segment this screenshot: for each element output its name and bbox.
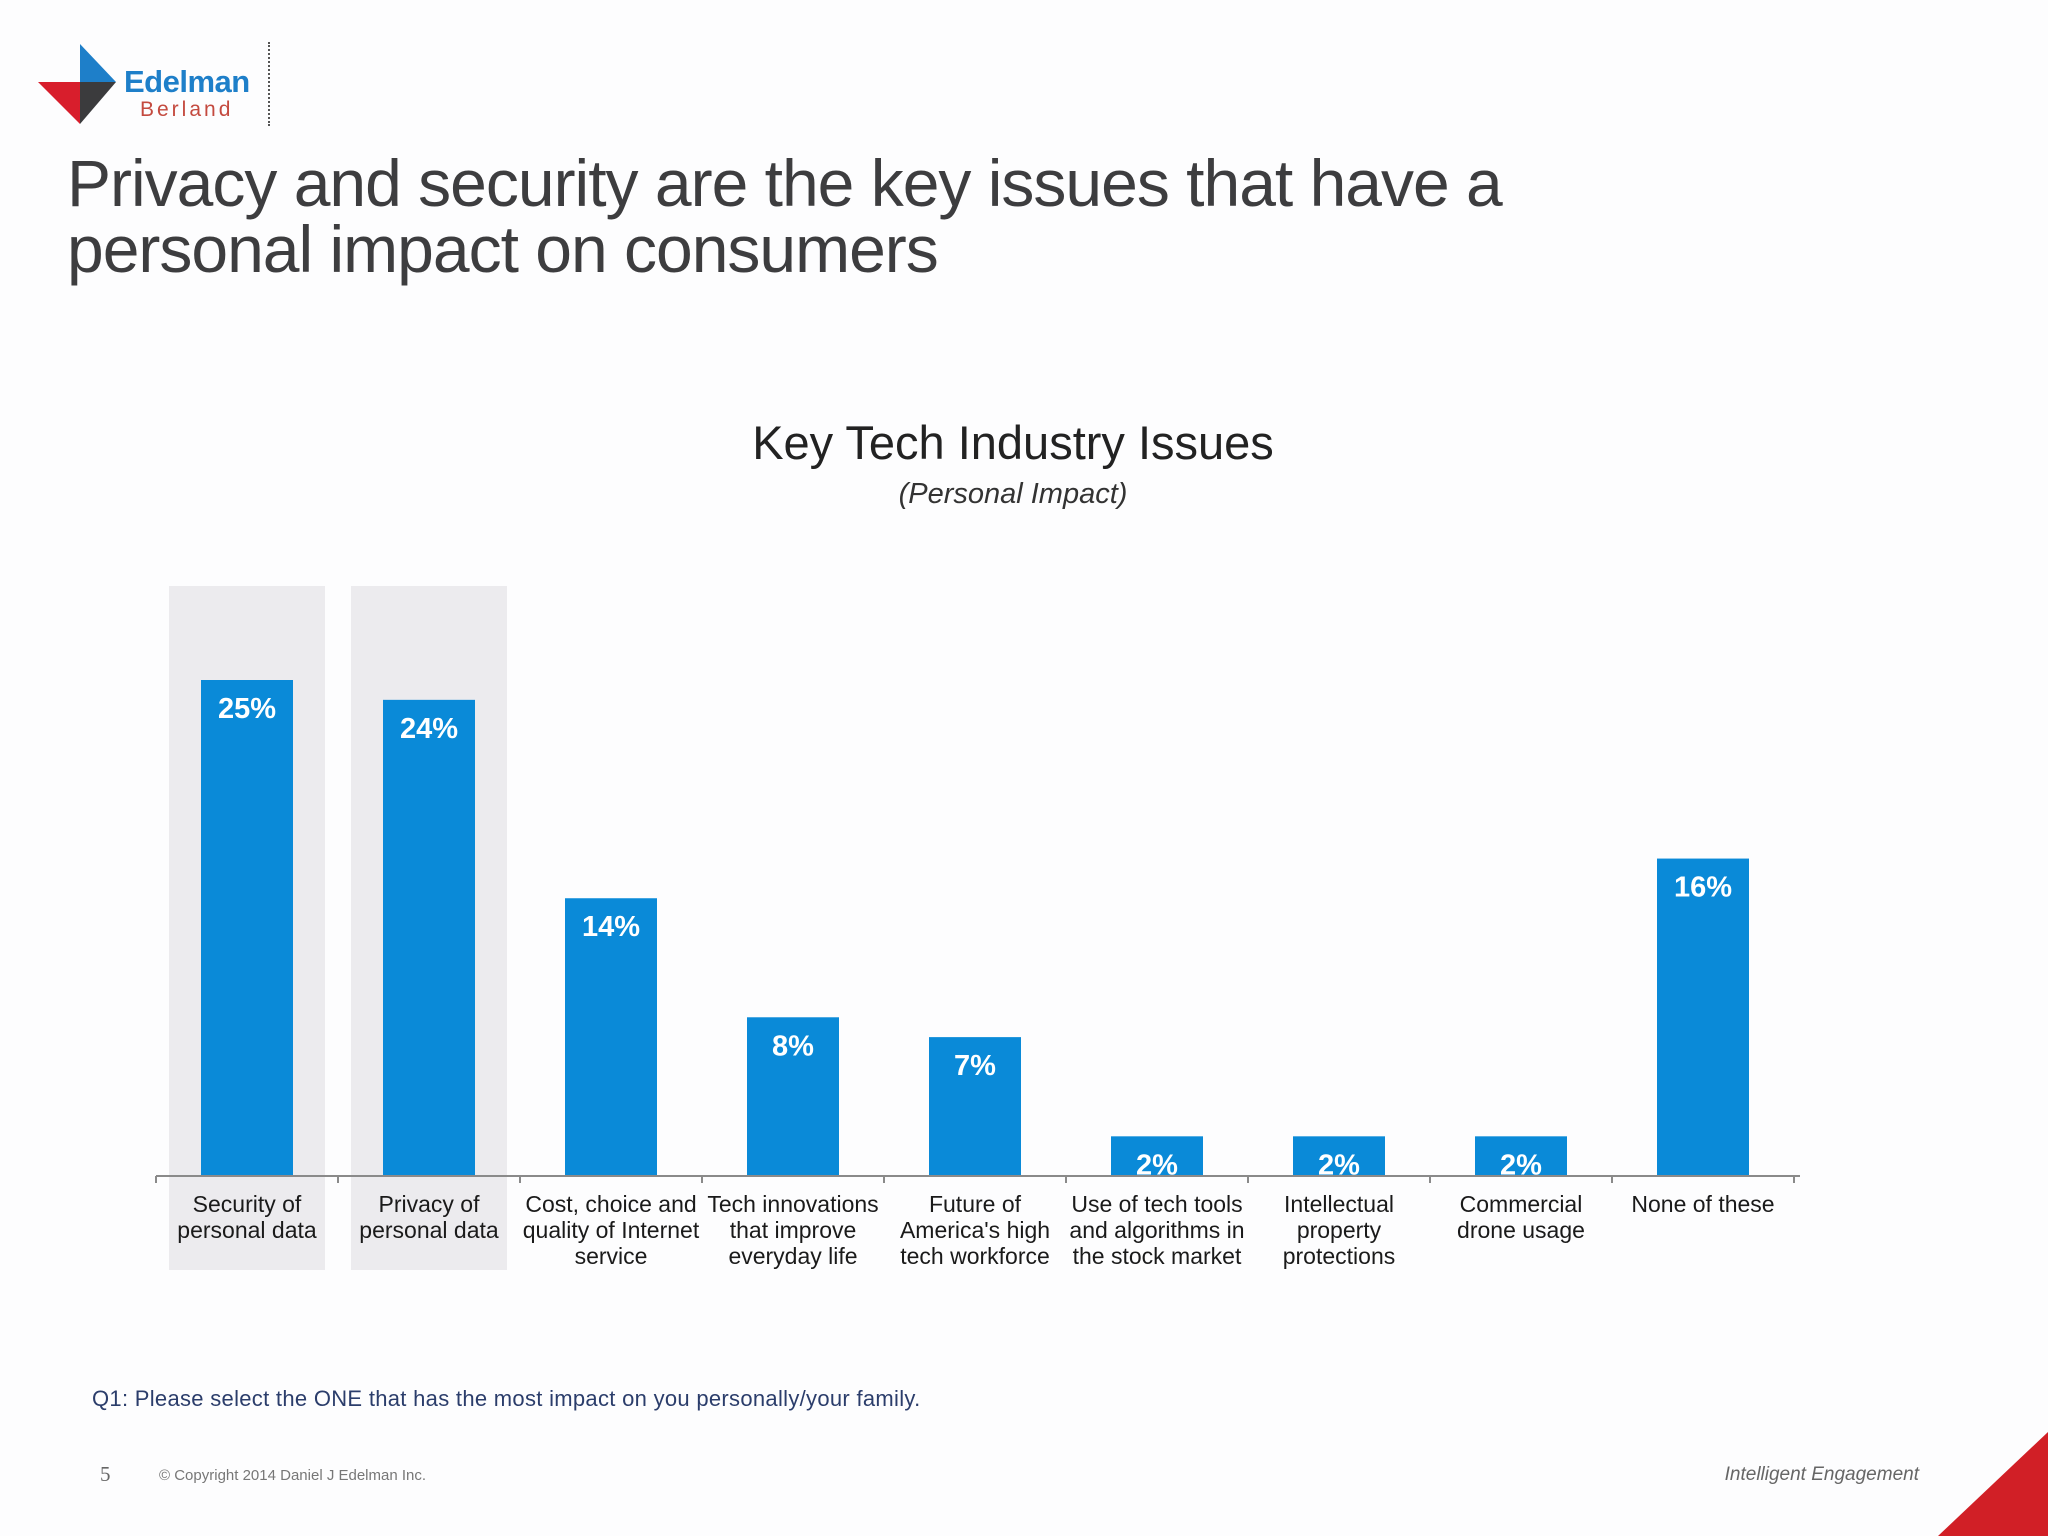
bar <box>1475 1136 1567 1176</box>
bar <box>747 1017 839 1176</box>
logo-divider <box>268 42 270 126</box>
category-label-line: Privacy of <box>379 1191 481 1217</box>
bar <box>1657 858 1749 1176</box>
title-line-1: Privacy and security are the key issues … <box>67 146 1503 220</box>
category-label-line: Future of <box>929 1191 1022 1217</box>
category-label-line: and algorithms in <box>1069 1217 1244 1243</box>
category-label-line: Security of <box>193 1191 302 1217</box>
category-label-line: protections <box>1283 1243 1396 1269</box>
category-label: Future of America's high tech workforce <box>900 1191 1050 1269</box>
bar-value-label: 24% <box>400 713 458 745</box>
bar-value-label: 7% <box>954 1050 996 1082</box>
copyright-text: © Copyright 2014 Daniel J Edelman Inc. <box>159 1467 427 1484</box>
survey-question: Q1: Please select the ONE that has the m… <box>92 1386 921 1411</box>
category-label-line: everyday life <box>728 1243 857 1269</box>
category-label: Commercial drone usage <box>1457 1191 1585 1243</box>
logo-mark-icon <box>38 44 116 124</box>
bar <box>1293 1136 1385 1176</box>
bar <box>201 680 293 1176</box>
bar-chart: Key Tech Industry Issues (Personal Impact… <box>155 416 1800 1270</box>
category-label-line: the stock market <box>1073 1243 1242 1269</box>
category-label-line: Commercial <box>1460 1191 1583 1217</box>
edelman-berland-logo: Edelman Berland <box>36 42 286 132</box>
category-label: Intellectual property protections <box>1283 1191 1396 1269</box>
category-label-line: personal data <box>177 1217 317 1243</box>
bar-value-label: 25% <box>218 693 276 725</box>
category-label: Tech innovations that improve everyday lif… <box>707 1191 878 1269</box>
tagline: Intelligent Engagement <box>1724 1464 1919 1485</box>
category-label-line: America's high <box>900 1217 1050 1243</box>
logo-subtext: Berland <box>140 98 234 121</box>
category-label-line: Intellectual <box>1284 1191 1394 1217</box>
chart-subtitle: (Personal Impact) <box>899 478 1128 510</box>
bar-value-label: 16% <box>1674 872 1732 904</box>
category-label-line: quality of Internet <box>523 1217 700 1243</box>
logo-wordmark: Edelman <box>124 64 250 99</box>
category-label: Use of tech tools and algorithms in the st… <box>1069 1191 1244 1269</box>
title-line-2: personal impact on consumers <box>67 212 939 286</box>
bar <box>1111 1136 1203 1176</box>
bar <box>383 699 475 1176</box>
category-label-line: service <box>575 1243 648 1269</box>
category-label-line: that improve <box>730 1217 857 1243</box>
slide-title: Privacy and security are the key issues … <box>67 150 1767 282</box>
corner-accent <box>1938 1432 2048 1536</box>
bar-value-label: 8% <box>772 1030 814 1062</box>
category-label-line: tech workforce <box>900 1243 1050 1269</box>
category-label-line: Use of tech tools <box>1071 1191 1242 1217</box>
category-label: Cost, choice and quality of Internet servi… <box>523 1191 700 1269</box>
category-label-line: Tech innovations <box>707 1191 878 1217</box>
category-label-line: Cost, choice and <box>525 1191 696 1217</box>
category-label-line: None of these <box>1631 1191 1774 1217</box>
category-label: Privacy of personal data <box>359 1191 499 1243</box>
category-label-line: property <box>1297 1217 1382 1243</box>
bar <box>565 898 657 1176</box>
category-label-line: personal data <box>359 1217 499 1243</box>
bar-value-label: 14% <box>582 911 640 943</box>
category-label: None of these <box>1631 1191 1774 1217</box>
page-number: 5 <box>100 1462 111 1486</box>
category-label: Security of personal data <box>177 1191 317 1243</box>
category-label-line: drone usage <box>1457 1217 1585 1243</box>
chart-title: Key Tech Industry Issues <box>752 416 1274 469</box>
bar <box>929 1037 1021 1176</box>
